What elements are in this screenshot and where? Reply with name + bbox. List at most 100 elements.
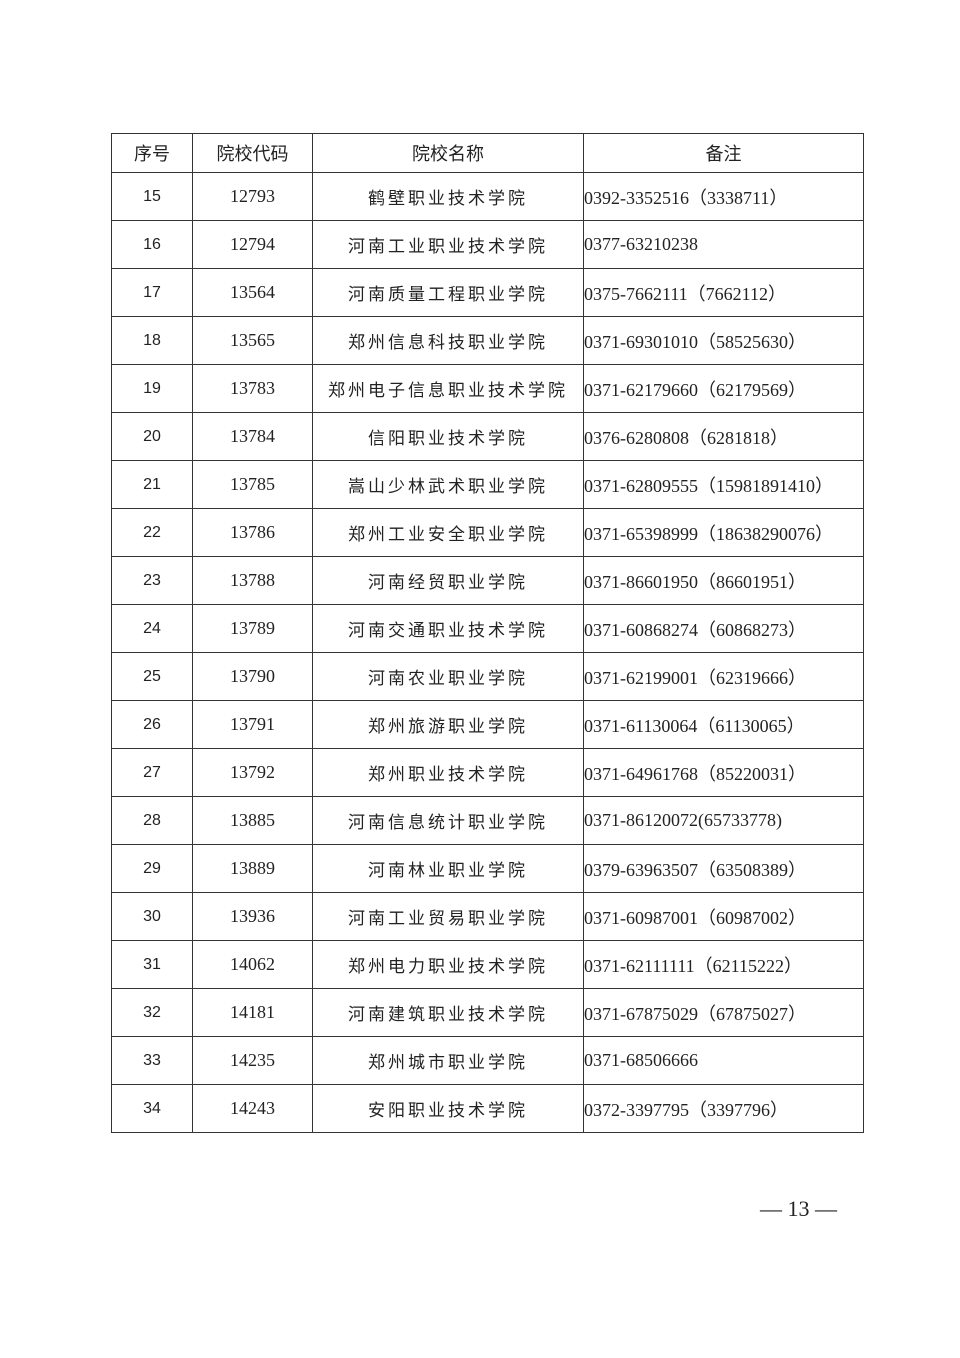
cell-code: 13785	[192, 460, 313, 509]
cell-note: 0371-62809555（15981891410）	[583, 460, 864, 509]
cell-code: 13889	[192, 844, 313, 893]
cell-note: 0371-60868274（60868273）	[583, 604, 864, 653]
cell-college-name: 郑州电子信息职业技术学院	[312, 364, 584, 413]
cell-index: 34	[111, 1084, 193, 1133]
table-row: 22 13786 郑州工业安全职业学院 0371-65398999（186382900…	[111, 508, 864, 557]
cell-college-name: 河南农业职业学院	[312, 652, 584, 701]
cell-college-name: 河南质量工程职业学院	[312, 268, 584, 317]
table-header-row: 序号 院校代码 院校名称 备注	[111, 133, 864, 173]
table-row: 21 13785 嵩山少林武术职业学院 0371-62809555（159818914…	[111, 460, 864, 509]
table-row: 17 13564 河南质量工程职业学院 0375-7662111（7662112）	[111, 268, 864, 317]
cell-college-name: 郑州工业安全职业学院	[312, 508, 584, 557]
cell-code: 13789	[192, 604, 313, 653]
table-row: 25 13790 河南农业职业学院 0371-62199001（62319666）	[111, 652, 864, 701]
cell-note: 0371-62179660（62179569）	[583, 364, 864, 413]
cell-note: 0371-69301010（58525630）	[583, 316, 864, 365]
cell-index: 28	[111, 796, 193, 845]
cell-index: 33	[111, 1036, 193, 1085]
cell-code: 13791	[192, 700, 313, 749]
table-row: 32 14181 河南建筑职业技术学院 0371-67875029（67875027）	[111, 988, 864, 1037]
cell-note: 0376-6280808（6281818）	[583, 412, 864, 461]
table-row: 24 13789 河南交通职业技术学院 0371-60868274（60868273）	[111, 604, 864, 653]
cell-college-name: 河南信息统计职业学院	[312, 796, 584, 845]
cell-index: 19	[111, 364, 193, 413]
cell-college-name: 郑州电力职业技术学院	[312, 940, 584, 989]
table-row: 29 13889 河南林业职业学院 0379-63963507（63508389）	[111, 844, 864, 893]
cell-code: 12794	[192, 220, 313, 269]
cell-college-name: 河南工业贸易职业学院	[312, 892, 584, 941]
table-row: 16 12794 河南工业职业技术学院 0377-63210238	[111, 220, 864, 269]
table-row: 34 14243 安阳职业技术学院 0372-3397795（3397796）	[111, 1084, 864, 1133]
cell-index: 23	[111, 556, 193, 605]
header-code: 院校代码	[192, 133, 313, 173]
cell-code: 13936	[192, 892, 313, 941]
cell-code: 13885	[192, 796, 313, 845]
table-row: 27 13792 郑州职业技术学院 0371-64961768（85220031）	[111, 748, 864, 797]
table-row: 23 13788 河南经贸职业学院 0371-86601950（86601951）	[111, 556, 864, 605]
cell-note: 0371-64961768（85220031）	[583, 748, 864, 797]
cell-code: 14235	[192, 1036, 313, 1085]
cell-note: 0371-86601950（86601951）	[583, 556, 864, 605]
table-row: 18 13565 郑州信息科技职业学院 0371-69301010（58525630）	[111, 316, 864, 365]
cell-index: 32	[111, 988, 193, 1037]
cell-note: 0392-3352516（3338711）	[583, 172, 864, 221]
cell-index: 30	[111, 892, 193, 941]
cell-code: 14181	[192, 988, 313, 1037]
cell-index: 27	[111, 748, 193, 797]
cell-note: 0379-63963507（63508389）	[583, 844, 864, 893]
cell-code: 13790	[192, 652, 313, 701]
cell-college-name: 郑州旅游职业学院	[312, 700, 584, 749]
cell-note: 0375-7662111（7662112）	[583, 268, 864, 317]
cell-index: 18	[111, 316, 193, 365]
cell-college-name: 郑州职业技术学院	[312, 748, 584, 797]
cell-college-name: 河南林业职业学院	[312, 844, 584, 893]
table-row: 33 14235 郑州城市职业学院 0371-68506666	[111, 1036, 864, 1085]
cell-college-name: 鹤壁职业技术学院	[312, 172, 584, 221]
cell-index: 26	[111, 700, 193, 749]
cell-code: 13564	[192, 268, 313, 317]
cell-college-name: 郑州信息科技职业学院	[312, 316, 584, 365]
cell-code: 14243	[192, 1084, 313, 1133]
cell-code: 13784	[192, 412, 313, 461]
cell-code: 13792	[192, 748, 313, 797]
table-row: 28 13885 河南信息统计职业学院 0371-86120072(65733778)	[111, 796, 864, 845]
cell-code: 13783	[192, 364, 313, 413]
cell-index: 31	[111, 940, 193, 989]
cell-college-name: 信阳职业技术学院	[312, 412, 584, 461]
cell-index: 21	[111, 460, 193, 509]
cell-code: 12793	[192, 172, 313, 221]
cell-note: 0371-68506666	[583, 1036, 864, 1085]
cell-index: 20	[111, 412, 193, 461]
table-row: 15 12793 鹤壁职业技术学院 0392-3352516（3338711）	[111, 172, 864, 221]
table-row: 20 13784 信阳职业技术学院 0376-6280808（6281818）	[111, 412, 864, 461]
table-row: 19 13783 郑州电子信息职业技术学院 0371-62179660（6217956…	[111, 364, 864, 413]
cell-college-name: 河南建筑职业技术学院	[312, 988, 584, 1037]
cell-college-name: 郑州城市职业学院	[312, 1036, 584, 1085]
table-row: 31 14062 郑州电力职业技术学院 0371-62111111（62115222）	[111, 940, 864, 989]
header-note: 备注	[583, 133, 864, 173]
cell-note: 0372-3397795（3397796）	[583, 1084, 864, 1133]
cell-code: 13788	[192, 556, 313, 605]
header-name: 院校名称	[312, 133, 584, 173]
table-row: 26 13791 郑州旅游职业学院 0371-61130064（61130065）	[111, 700, 864, 749]
cell-college-name: 河南交通职业技术学院	[312, 604, 584, 653]
cell-index: 16	[111, 220, 193, 269]
cell-note: 0371-62111111（62115222）	[583, 940, 864, 989]
cell-college-name: 安阳职业技术学院	[312, 1084, 584, 1133]
cell-college-name: 河南经贸职业学院	[312, 556, 584, 605]
cell-index: 17	[111, 268, 193, 317]
cell-index: 29	[111, 844, 193, 893]
cell-index: 22	[111, 508, 193, 557]
table-row: 30 13936 河南工业贸易职业学院 0371-60987001（60987002）	[111, 892, 864, 941]
header-index: 序号	[111, 133, 193, 173]
cell-note: 0371-65398999（18638290076）	[583, 508, 864, 557]
cell-index: 15	[111, 172, 193, 221]
cell-college-name: 嵩山少林武术职业学院	[312, 460, 584, 509]
cell-note: 0371-61130064（61130065）	[583, 700, 864, 749]
cell-index: 24	[111, 604, 193, 653]
cell-code: 14062	[192, 940, 313, 989]
cell-note: 0371-67875029（67875027）	[583, 988, 864, 1037]
cell-note: 0371-86120072(65733778)	[583, 796, 864, 845]
cell-note: 0371-60987001（60987002）	[583, 892, 864, 941]
cell-index: 25	[111, 652, 193, 701]
